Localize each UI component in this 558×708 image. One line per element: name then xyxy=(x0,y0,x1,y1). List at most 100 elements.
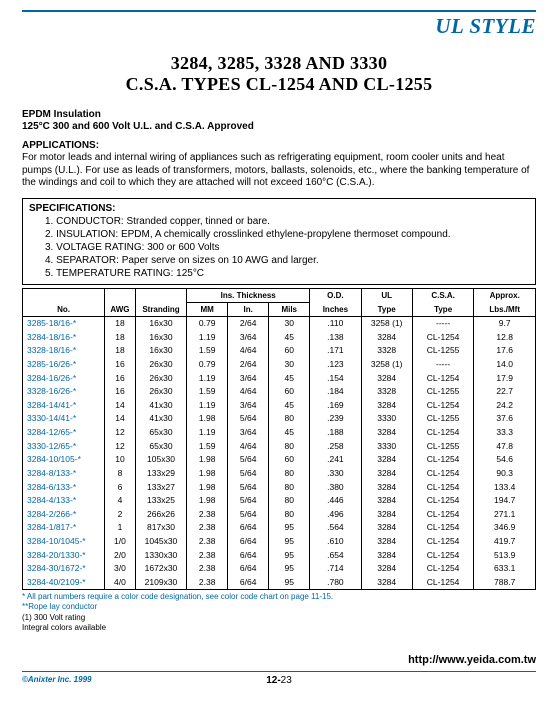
cell-in: 2/64 xyxy=(228,316,269,330)
cell-mm: 2.38 xyxy=(187,575,228,589)
cell-od: .184 xyxy=(310,385,361,399)
cell-no: 3284-12/65-* xyxy=(23,426,105,440)
cell-no: 3284-8/133-* xyxy=(23,466,105,480)
cell-in: 3/64 xyxy=(228,426,269,440)
cell-mils: 60 xyxy=(269,453,310,467)
cell-in: 6/64 xyxy=(228,548,269,562)
cell-lbs: 12.8 xyxy=(474,330,536,344)
cell-lbs: 90.3 xyxy=(474,466,536,480)
cell-stranding: 1672x30 xyxy=(135,562,186,576)
cell-ul: 3284 xyxy=(361,466,412,480)
cell-csa: CL-1254 xyxy=(412,562,474,576)
cell-no: 3284-16/26-* xyxy=(23,371,105,385)
cell-awg: 16 xyxy=(105,357,136,371)
table-row: 3284-6/133-*6133x271.985/6480.3803284CL-… xyxy=(23,480,536,494)
cell-stranding: 16x30 xyxy=(135,330,186,344)
cell-csa: CL-1254 xyxy=(412,535,474,549)
cell-in: 5/64 xyxy=(228,466,269,480)
cell-csa: CL-1254 xyxy=(412,330,474,344)
specifications-heading: SPECIFICATIONS: xyxy=(29,203,529,214)
cell-mils: 60 xyxy=(269,344,310,358)
cell-csa: CL-1254 xyxy=(412,575,474,589)
th-stranding: Stranding xyxy=(135,288,186,316)
cell-in: 5/64 xyxy=(228,494,269,508)
cell-no: 3284-40/2109-* xyxy=(23,575,105,589)
cell-mm: 1.59 xyxy=(187,385,228,399)
applications-heading: APPLICATIONS: xyxy=(22,140,536,151)
th-od: O.D. xyxy=(310,288,361,302)
th-ul: UL xyxy=(361,288,412,302)
cell-lbs: 513.9 xyxy=(474,548,536,562)
th-od-sub: Inches xyxy=(310,302,361,316)
cell-lbs: 33.3 xyxy=(474,426,536,440)
cell-lbs: 17.6 xyxy=(474,344,536,358)
cell-od: .564 xyxy=(310,521,361,535)
cell-mils: 95 xyxy=(269,575,310,589)
cell-lbs: 24.2 xyxy=(474,398,536,412)
cell-stranding: 133x27 xyxy=(135,480,186,494)
cell-no: 3330-12/65-* xyxy=(23,439,105,453)
cell-stranding: 16x30 xyxy=(135,316,186,330)
table-row: 3284-2/266-*2266x262.385/6480.4963284CL-… xyxy=(23,507,536,521)
footer-bar: ©Anixter Inc. 1999 12-23 xyxy=(22,671,536,686)
cell-mm: 1.98 xyxy=(187,480,228,494)
cell-csa: CL-1255 xyxy=(412,439,474,453)
cell-mils: 80 xyxy=(269,466,310,480)
cell-no: 3284-18/16-* xyxy=(23,330,105,344)
cell-od: .258 xyxy=(310,439,361,453)
cell-stranding: 65x30 xyxy=(135,426,186,440)
cell-od: .780 xyxy=(310,575,361,589)
cell-no: 3284-10/105-* xyxy=(23,453,105,467)
cell-in: 6/64 xyxy=(228,562,269,576)
cell-lbs: 133.4 xyxy=(474,480,536,494)
cell-ul: 3328 xyxy=(361,344,412,358)
cell-awg: 14 xyxy=(105,412,136,426)
header-rule: UL STYLE xyxy=(22,10,536,39)
table-row: 3328-18/16-*1816x301.594/6460.1713328CL-… xyxy=(23,344,536,358)
cell-csa: CL-1254 xyxy=(412,494,474,508)
table-row: 3284-18/16-*1816x301.193/6445.1383284CL-… xyxy=(23,330,536,344)
cell-lbs: 17.9 xyxy=(474,371,536,385)
cell-mils: 80 xyxy=(269,494,310,508)
table-row: 3284-14/41-*1441x301.193/6445.1693284CL-… xyxy=(23,398,536,412)
th-in: In. xyxy=(228,302,269,316)
cell-od: .171 xyxy=(310,344,361,358)
footnote-3: (1) 300 Volt rating xyxy=(22,613,536,623)
footnotes: * All part numbers require a color code … xyxy=(22,592,536,634)
cell-csa: ----- xyxy=(412,357,474,371)
cell-awg: 3/0 xyxy=(105,562,136,576)
cell-mm: 1.98 xyxy=(187,494,228,508)
cell-no: 3285-18/16-* xyxy=(23,316,105,330)
cell-od: .138 xyxy=(310,330,361,344)
cell-csa: CL-1255 xyxy=(412,412,474,426)
cell-ul: 3284 xyxy=(361,575,412,589)
cell-awg: 2/0 xyxy=(105,548,136,562)
applications-body: For motor leads and internal wiring of a… xyxy=(22,152,536,190)
cell-awg: 6 xyxy=(105,480,136,494)
cell-mm: 2.38 xyxy=(187,535,228,549)
cell-awg: 1/0 xyxy=(105,535,136,549)
cell-stranding: 26x30 xyxy=(135,385,186,399)
cell-lbs: 271.1 xyxy=(474,507,536,521)
cell-in: 6/64 xyxy=(228,575,269,589)
epdm-section: EPDM Insulation 125°C 300 and 600 Volt U… xyxy=(22,109,536,132)
spec-item: 1. CONDUCTOR: Stranded copper, tinned or… xyxy=(45,215,529,228)
cell-ul: 3284 xyxy=(361,521,412,535)
cell-mm: 1.98 xyxy=(187,453,228,467)
cell-stranding: 41x30 xyxy=(135,398,186,412)
cell-awg: 1 xyxy=(105,521,136,535)
cell-mils: 80 xyxy=(269,507,310,521)
cell-mm: 1.59 xyxy=(187,439,228,453)
cell-in: 3/64 xyxy=(228,371,269,385)
table-row: 3330-12/65-*1265x301.594/6480.2583330CL-… xyxy=(23,439,536,453)
th-ul-sub: Type xyxy=(361,302,412,316)
cell-mils: 80 xyxy=(269,480,310,494)
cell-mm: 2.38 xyxy=(187,521,228,535)
table-row: 3284-40/2109-*4/02109x302.386/6495.78032… xyxy=(23,575,536,589)
footnote-1: * All part numbers require a color code … xyxy=(22,592,536,602)
cell-lbs: 9.7 xyxy=(474,316,536,330)
cell-od: .654 xyxy=(310,548,361,562)
cell-od: .610 xyxy=(310,535,361,549)
table-row: 3330-14/41-*1441x301.985/6480.2393330CL-… xyxy=(23,412,536,426)
cell-stranding: 133x25 xyxy=(135,494,186,508)
